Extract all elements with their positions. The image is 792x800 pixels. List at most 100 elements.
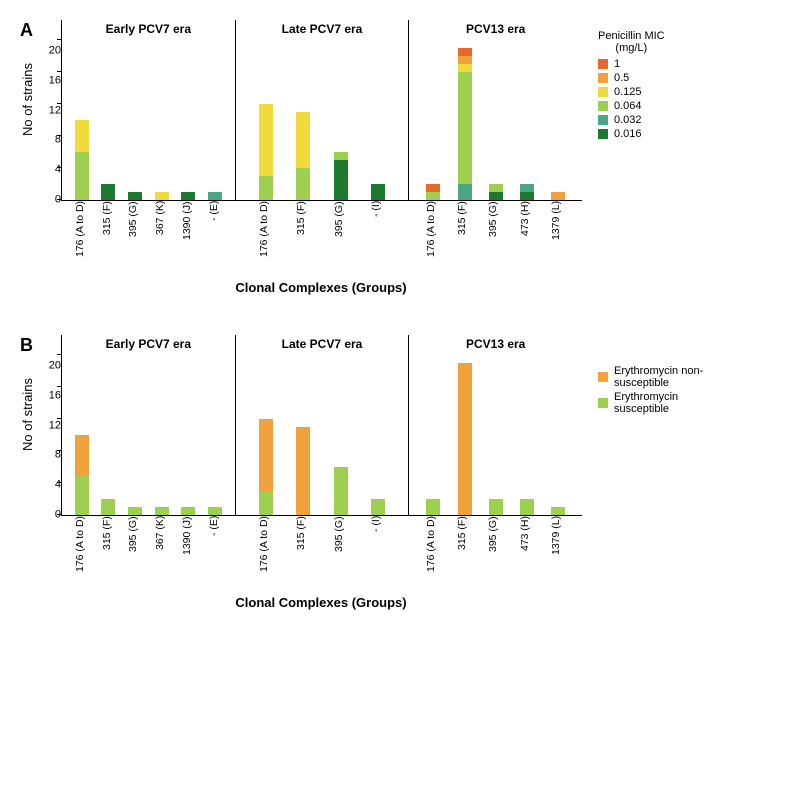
x-tick-label: - (E) [208, 201, 222, 276]
bar-segment [458, 72, 472, 184]
panel-a-y-ticks: 201612840 [39, 20, 61, 200]
legend-swatch [598, 87, 608, 97]
x-tick-label: 473 (H) [519, 516, 533, 591]
era-group: Late PCV7 era [236, 20, 410, 200]
x-tick-label: 1379 (L) [550, 516, 564, 591]
bar [259, 419, 273, 515]
bar-segment [296, 112, 310, 168]
panel-b-plot: Early PCV7 eraLate PCV7 eraPCV13 era [61, 335, 582, 516]
bar-segment [458, 363, 472, 515]
bar-segment [75, 435, 89, 475]
bar-segment [296, 427, 310, 515]
bar-segment [426, 192, 440, 200]
x-tick-label: 395 (G) [127, 516, 141, 591]
bar [181, 192, 195, 200]
panel-a-x-label: Clonal Complexes (Groups) [61, 280, 581, 295]
bar-segment [75, 120, 89, 152]
x-tick-label: 176 (A to D) [425, 201, 439, 276]
y-tick: 12 [39, 105, 61, 116]
era-title: PCV13 era [409, 337, 582, 351]
x-tick-label: 395 (G) [127, 201, 141, 276]
x-tick-label: 367 (K) [154, 516, 168, 591]
x-tick-label: 1390 (J) [181, 201, 195, 276]
legend-swatch [598, 101, 608, 111]
x-tick-label: 395 (G) [333, 201, 347, 276]
era-title: Early PCV7 era [62, 22, 235, 36]
x-tick-label: 395 (G) [333, 516, 347, 591]
bar-segment [259, 176, 273, 200]
bar [426, 184, 440, 200]
y-tick: 12 [39, 420, 61, 431]
bar [426, 499, 440, 515]
legend-item: Erythromycin susceptible [598, 391, 734, 415]
era-title: Late PCV7 era [236, 22, 409, 36]
era-group: PCV13 era [409, 20, 582, 200]
x-tick-label: 176 (A to D) [74, 201, 88, 276]
x-tick-label: 1379 (L) [550, 201, 564, 276]
bar [128, 192, 142, 200]
legend-swatch [598, 59, 608, 69]
bar-segment [458, 184, 472, 200]
bar-segment [489, 499, 503, 515]
panel-a-plot: Early PCV7 eraLate PCV7 eraPCV13 era [61, 20, 582, 201]
bar [155, 507, 169, 515]
bar-segment [259, 419, 273, 491]
bar-segment [371, 184, 385, 200]
panel-a-x-ticks: 176 (A to D)315 (F)395 (G)367 (K)1390 (J… [61, 201, 581, 276]
x-tick-label: - (I) [370, 516, 384, 591]
x-tick-label: 176 (A to D) [425, 516, 439, 591]
bar-segment [520, 499, 534, 515]
panel-b-x-ticks: 176 (A to D)315 (F)395 (G)367 (K)1390 (J… [61, 516, 581, 591]
legend-swatch [598, 398, 608, 408]
bar [296, 112, 310, 200]
era-group: Early PCV7 era [62, 335, 236, 515]
legend-title: Penicillin MIC(mg/L) [598, 30, 665, 54]
x-tick-label: 395 (G) [487, 201, 501, 276]
legend-label: 1 [614, 58, 620, 70]
x-tick-label: 395 (G) [487, 516, 501, 591]
y-tick: 16 [39, 390, 61, 401]
bar-segment [296, 168, 310, 200]
x-tick-label: 473 (H) [519, 201, 533, 276]
bar-segment [208, 507, 222, 515]
bar [75, 435, 89, 515]
bar [520, 499, 534, 515]
bar-segment [334, 152, 348, 160]
legend-label: Erythromycin non-susceptible [614, 365, 734, 389]
bar [551, 192, 565, 200]
bar-segment [155, 192, 169, 200]
y-tick: 8 [39, 450, 61, 461]
bar [181, 507, 195, 515]
legend-item: 0.5 [598, 72, 665, 84]
bar [208, 507, 222, 515]
bar-segment [551, 192, 565, 200]
x-tick-label: - (E) [208, 516, 222, 591]
panel-a-legend: Penicillin MIC(mg/L)10.50.1250.0640.0320… [598, 30, 665, 142]
legend-swatch [598, 115, 608, 125]
bar-segment [128, 192, 142, 200]
panel-b-y-label: No of strains [20, 335, 35, 515]
bar-segment [259, 491, 273, 515]
y-tick: 20 [39, 361, 61, 372]
era-group: Late PCV7 era [236, 335, 410, 515]
bar [155, 192, 169, 200]
x-tick-label: 176 (A to D) [258, 516, 272, 591]
bar-segment [551, 507, 565, 515]
bar-segment [208, 192, 222, 200]
legend-label: 0.016 [614, 128, 642, 140]
bar-segment [259, 104, 273, 176]
bar-segment [181, 192, 195, 200]
bar [334, 467, 348, 515]
legend-swatch [598, 372, 608, 382]
x-tick-label: 315 (F) [295, 516, 309, 591]
bar [75, 120, 89, 200]
panel-b-x-label: Clonal Complexes (Groups) [61, 595, 581, 610]
bar-segment [101, 499, 115, 515]
legend-item: 0.016 [598, 128, 665, 140]
bar [551, 507, 565, 515]
bar [458, 363, 472, 515]
legend-item: 0.125 [598, 86, 665, 98]
panel-a-y-label: No of strains [20, 20, 35, 200]
era-title: Late PCV7 era [236, 337, 409, 351]
bar [128, 507, 142, 515]
